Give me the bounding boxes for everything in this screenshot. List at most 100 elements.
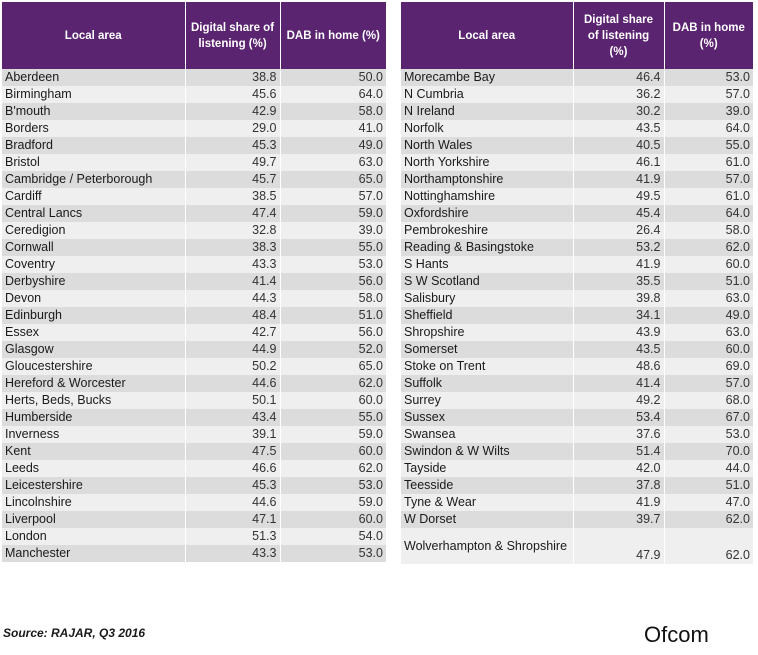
cell-digital-share: 44.6 bbox=[185, 494, 281, 511]
cell-dab-in-home: 55.0 bbox=[664, 137, 753, 154]
cell-local-area: Kent bbox=[2, 443, 186, 460]
cell-local-area: Birmingham bbox=[2, 86, 186, 103]
cell-dab-in-home: 59.0 bbox=[280, 205, 386, 222]
cell-digital-share: 41.9 bbox=[573, 494, 665, 511]
cell-digital-share: 47.4 bbox=[185, 205, 281, 222]
table-row: Sussex 53.4 67.0 bbox=[401, 409, 753, 426]
cell-digital-share: 42.9 bbox=[185, 103, 281, 120]
cell-local-area: Cornwall bbox=[2, 239, 186, 256]
cell-local-area: Gloucestershire bbox=[2, 358, 186, 375]
table-row: Essex 42.7 56.0 bbox=[2, 324, 386, 341]
cell-local-area: N Cumbria bbox=[401, 86, 574, 103]
cell-local-area: W Dorset bbox=[401, 511, 574, 528]
cell-digital-share: 45.3 bbox=[185, 137, 281, 154]
cell-digital-share: 41.4 bbox=[573, 375, 665, 392]
table-row: Humberside 43.4 55.0 bbox=[2, 409, 386, 426]
cell-dab-in-home: 65.0 bbox=[280, 358, 386, 375]
cell-local-area: Hereford & Worcester bbox=[2, 375, 186, 392]
table-row: W Dorset 39.7 62.0 bbox=[401, 511, 753, 528]
table-row: Teesside 37.8 51.0 bbox=[401, 477, 753, 494]
table-row: Glasgow 44.9 52.0 bbox=[2, 341, 386, 358]
cell-digital-share: 39.7 bbox=[573, 511, 665, 528]
cell-digital-share: 45.3 bbox=[185, 477, 281, 494]
table-row: Derbyshire 41.4 56.0 bbox=[2, 273, 386, 290]
cell-local-area: Edinburgh bbox=[2, 307, 186, 324]
cell-digital-share: 43.5 bbox=[573, 341, 665, 358]
table-row: Salisbury 39.8 63.0 bbox=[401, 290, 753, 307]
table-row: Coventry 43.3 53.0 bbox=[2, 256, 386, 273]
cell-local-area: Oxfordshire bbox=[401, 205, 574, 222]
table-row: Cardiff 38.5 57.0 bbox=[2, 188, 386, 205]
cell-local-area: Humberside bbox=[2, 409, 186, 426]
cell-dab-in-home: 53.0 bbox=[280, 545, 386, 562]
cell-digital-share: 26.4 bbox=[573, 222, 665, 239]
cell-dab-in-home: 53.0 bbox=[280, 256, 386, 273]
cell-digital-share: 42.7 bbox=[185, 324, 281, 341]
table-row: Borders 29.0 41.0 bbox=[2, 120, 386, 137]
table-row: Birmingham 45.6 64.0 bbox=[2, 86, 386, 103]
table-row: Shropshire 43.9 63.0 bbox=[401, 324, 753, 341]
cell-dab-in-home: 57.0 bbox=[280, 188, 386, 205]
cell-local-area: Pembrokeshire bbox=[401, 222, 574, 239]
cell-dab-in-home: 61.0 bbox=[664, 154, 753, 171]
cell-dab-in-home: 47.0 bbox=[664, 494, 753, 511]
cell-digital-share: 46.6 bbox=[185, 460, 281, 477]
cell-local-area: Manchester bbox=[2, 545, 186, 562]
cell-local-area: B'mouth bbox=[2, 103, 186, 120]
cell-digital-share: 39.8 bbox=[573, 290, 665, 307]
cell-local-area: Leicestershire bbox=[2, 477, 186, 494]
cell-dab-in-home: 62.0 bbox=[664, 239, 753, 256]
cell-local-area: Morecambe Bay bbox=[401, 69, 574, 86]
cell-local-area: Herts, Beds, Bucks bbox=[2, 392, 186, 409]
cell-digital-share: 37.6 bbox=[573, 426, 665, 443]
table-row: Bradford 45.3 49.0 bbox=[2, 137, 386, 154]
cell-dab-in-home: 62.0 bbox=[664, 511, 753, 528]
cell-digital-share: 38.8 bbox=[185, 69, 281, 86]
cell-local-area: Suffolk bbox=[401, 375, 574, 392]
cell-digital-share: 53.2 bbox=[573, 239, 665, 256]
table-row: Somerset 43.5 60.0 bbox=[401, 341, 753, 358]
table-row: Gloucestershire 50.2 65.0 bbox=[2, 358, 386, 375]
header-digital-share: Digital share of listening (%) bbox=[573, 2, 665, 69]
cell-digital-share: 48.4 bbox=[185, 307, 281, 324]
cell-dab-in-home: 57.0 bbox=[664, 375, 753, 392]
cell-digital-share: 47.5 bbox=[185, 443, 281, 460]
cell-local-area: Ceredigion bbox=[2, 222, 186, 239]
cell-local-area: Tayside bbox=[401, 460, 574, 477]
table-row: Central Lancs 47.4 59.0 bbox=[2, 205, 386, 222]
header-local-area: Local area bbox=[2, 2, 186, 69]
cell-digital-share: 45.7 bbox=[185, 171, 281, 188]
cell-local-area: Lincolnshire bbox=[2, 494, 186, 511]
cell-local-area: Glasgow bbox=[2, 341, 186, 358]
table-row: Leicestershire 45.3 53.0 bbox=[2, 477, 386, 494]
cell-local-area: Derbyshire bbox=[2, 273, 186, 290]
cell-digital-share: 36.2 bbox=[573, 86, 665, 103]
table-row: Manchester 43.3 53.0 bbox=[2, 545, 386, 562]
cell-local-area: S W Scotland bbox=[401, 273, 574, 290]
cell-digital-share: 45.4 bbox=[573, 205, 665, 222]
cell-dab-in-home: 63.0 bbox=[664, 290, 753, 307]
cell-local-area: Sussex bbox=[401, 409, 574, 426]
cell-dab-in-home: 70.0 bbox=[664, 443, 753, 460]
table-row: Reading & Basingstoke 53.2 62.0 bbox=[401, 239, 753, 256]
cell-local-area: Norfolk bbox=[401, 120, 574, 137]
cell-digital-share: 32.8 bbox=[185, 222, 281, 239]
table-row: Hereford & Worcester 44.6 62.0 bbox=[2, 375, 386, 392]
cell-digital-share: 35.5 bbox=[573, 273, 665, 290]
cell-dab-in-home: 51.0 bbox=[664, 477, 753, 494]
brand-logo-text: Ofcom bbox=[644, 622, 709, 647]
cell-local-area: Coventry bbox=[2, 256, 186, 273]
table-row: Kent 47.5 60.0 bbox=[2, 443, 386, 460]
cell-dab-in-home: 64.0 bbox=[280, 86, 386, 103]
table-row: Pembrokeshire 26.4 58.0 bbox=[401, 222, 753, 239]
cell-local-area: Surrey bbox=[401, 392, 574, 409]
cell-local-area: Salisbury bbox=[401, 290, 574, 307]
header-row: Local area Digital share of listening (%… bbox=[2, 2, 386, 69]
cell-dab-in-home: 58.0 bbox=[280, 290, 386, 307]
cell-digital-share: 30.2 bbox=[573, 103, 665, 120]
header-dab-in-home: DAB in home (%) bbox=[280, 2, 386, 69]
cell-local-area: Wolverhampton & Shropshire bbox=[401, 528, 574, 564]
header-row: Local area Digital share of listening (%… bbox=[401, 2, 753, 69]
cell-local-area: Cardiff bbox=[2, 188, 186, 205]
cell-dab-in-home: 60.0 bbox=[280, 392, 386, 409]
